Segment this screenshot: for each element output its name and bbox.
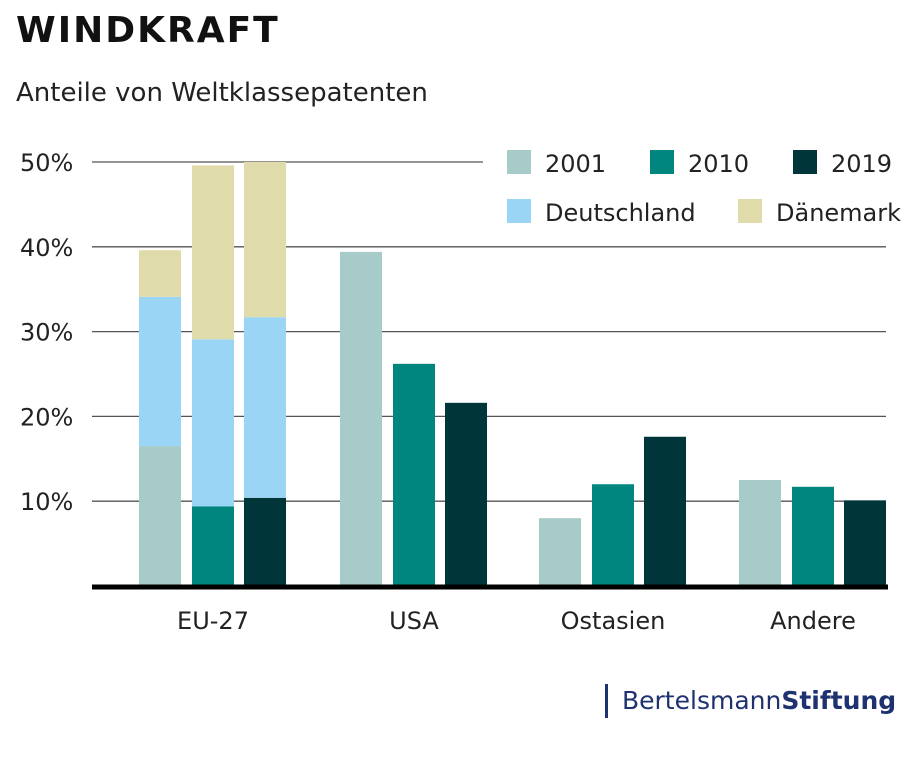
bar-Andere-2010 <box>792 486 834 586</box>
bar-EU-27-2019-Deutschland <box>244 317 286 498</box>
y-tick-label: 10% <box>20 488 73 516</box>
chart-subtitle: Anteile von Weltklassepatenten <box>16 78 428 108</box>
chart-title: WINDKRAFT <box>16 10 280 51</box>
bar-EU-27-2010-Dänemark <box>192 165 234 340</box>
legend-swatch <box>650 150 674 174</box>
bar-Ostasien-2001 <box>539 518 581 586</box>
logo-text-2: Stiftung <box>781 686 897 715</box>
logo-text-1: Bertelsmann <box>622 686 782 715</box>
bar-EU-27-2001-Deutschland <box>139 296 181 447</box>
bar-EU-27-2001-Dänemark <box>139 250 181 297</box>
bar-EU-27-2001 <box>139 446 181 586</box>
legend-swatch <box>738 199 762 223</box>
x-tick-label: Andere <box>770 607 856 635</box>
legend-swatch <box>507 150 531 174</box>
legend-label: Dänemark <box>776 199 901 227</box>
x-tick-label: Ostasien <box>561 607 666 635</box>
bar-EU-27-2010 <box>192 506 234 586</box>
legend-swatch <box>793 150 817 174</box>
y-tick-label: 30% <box>20 319 73 347</box>
bar-USA-2019 <box>445 402 487 586</box>
legend-label: 2019 <box>831 150 892 178</box>
bertelsmann-stiftung-logo: BertelsmannStiftung <box>605 684 896 718</box>
legend-label: 2001 <box>545 150 606 178</box>
bar-Ostasien-2019 <box>644 436 686 586</box>
legend-swatch <box>507 199 531 223</box>
bar-USA-2010 <box>393 363 435 586</box>
bar-Andere-2019 <box>844 500 886 586</box>
y-tick-label: 40% <box>20 234 73 262</box>
bar-EU-27-2010-Deutschland <box>192 339 234 507</box>
bar-Andere-2001 <box>739 480 781 586</box>
bar-USA-2001 <box>340 251 382 586</box>
x-tick-label: EU-27 <box>177 607 249 635</box>
bar-Ostasien-2010 <box>592 484 634 586</box>
legend-label: 2010 <box>688 150 749 178</box>
legend-label: Deutschland <box>545 199 696 227</box>
y-tick-label: 20% <box>20 403 73 431</box>
x-tick-label: USA <box>389 607 439 635</box>
y-tick-label: 50% <box>20 149 73 177</box>
bar-EU-27-2019-Dänemark <box>244 162 286 318</box>
bar-EU-27-2019 <box>244 497 286 586</box>
